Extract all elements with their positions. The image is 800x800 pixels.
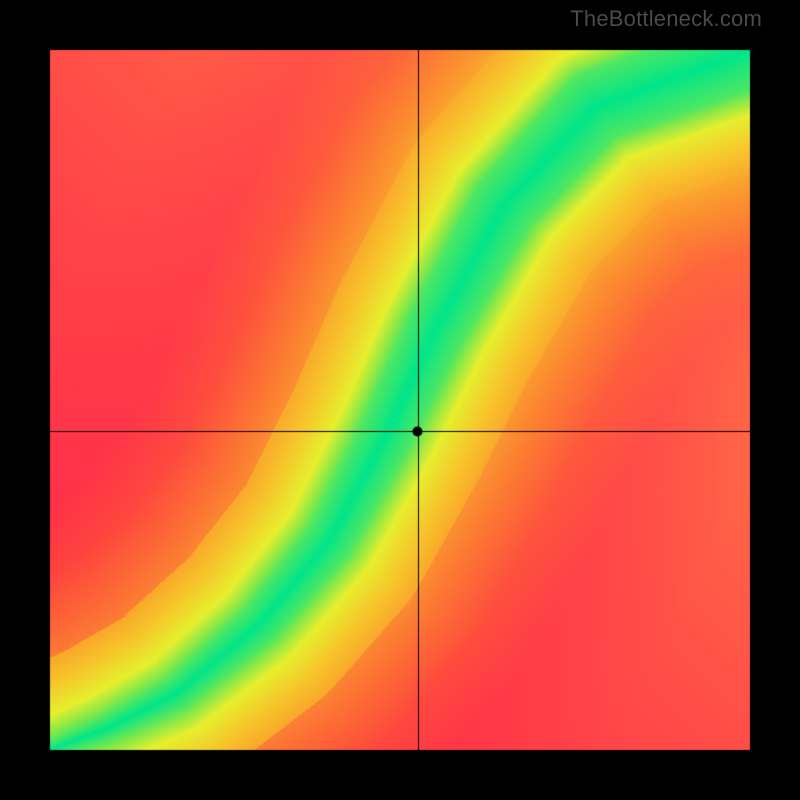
bottleneck-heatmap-canvas (0, 0, 800, 800)
watermark-text: TheBottleneck.com (570, 6, 762, 32)
chart-stage: TheBottleneck.com (0, 0, 800, 800)
